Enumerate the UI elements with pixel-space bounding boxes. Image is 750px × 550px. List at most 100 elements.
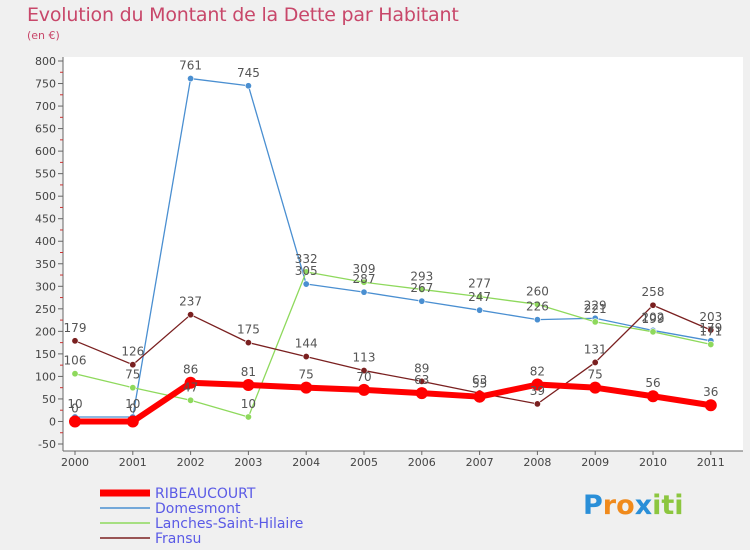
data-point-domesmont: [476, 306, 484, 314]
data-point-fransu: [187, 311, 195, 319]
y-tick-label: 100: [35, 370, 56, 383]
data-label-ribeaucourt: 0: [71, 401, 79, 415]
data-point-fransu: [591, 358, 599, 366]
data-label-domesmont: 229: [584, 298, 607, 312]
data-point-ribeaucourt: [184, 376, 197, 389]
logo-letter: r: [602, 490, 617, 521]
data-label-fransu: 113: [353, 351, 376, 365]
data-label-lanches-saint-hilaire: 260: [526, 284, 549, 298]
data-label-lanches-saint-hilaire: 332: [295, 252, 318, 266]
data-point-lanches-saint-hilaire: [418, 285, 426, 293]
data-label-ribeaucourt: 55: [472, 377, 487, 391]
y-tick-label: 700: [35, 100, 56, 113]
y-tick-label: 400: [35, 235, 56, 248]
data-label-domesmont: 287: [353, 272, 376, 286]
data-point-lanches-saint-hilaire: [591, 318, 599, 326]
data-point-lanches-saint-hilaire: [476, 293, 484, 301]
chart-title: Evolution du Montant de la Dette par Hab…: [27, 4, 459, 26]
y-tick-label: 150: [35, 348, 56, 361]
data-point-ribeaucourt: [358, 383, 370, 396]
series-line-fransu: [74, 304, 712, 405]
data-point-ribeaucourt: [126, 415, 139, 428]
chart-subtitle: (en €): [27, 29, 60, 42]
y-tick-label: 750: [35, 78, 56, 91]
data-label-ribeaucourt: 36: [703, 385, 718, 399]
data-point-domesmont: [418, 297, 426, 305]
data-label-lanches-saint-hilaire: 171: [699, 324, 722, 338]
data-label-domesmont: 10: [125, 397, 140, 411]
data-label-fransu: 39: [530, 384, 545, 398]
data-point-lanches-saint-hilaire: [360, 278, 368, 286]
data-point-fransu: [418, 377, 426, 385]
data-label-domesmont: 202: [642, 310, 665, 324]
logo-letter: P: [583, 490, 603, 521]
data-point-fransu: [302, 353, 310, 361]
data-label-ribeaucourt: 56: [645, 376, 660, 390]
logo-letter: i: [652, 490, 662, 521]
data-point-ribeaucourt: [531, 378, 544, 391]
data-point-ribeaucourt: [589, 381, 602, 394]
legend-entry-label: Fransu: [155, 531, 201, 547]
data-label-domesmont: 247: [468, 290, 491, 304]
logo-letter: t: [661, 490, 675, 521]
legend-entry-label: RIBEAUCOURT: [155, 486, 256, 502]
data-point-lanches-saint-hilaire: [187, 396, 195, 404]
x-tick-label: 2009: [581, 456, 609, 469]
data-label-lanches-saint-hilaire: 221: [584, 302, 607, 316]
data-label-ribeaucourt: 0: [129, 401, 137, 415]
data-label-fransu: 144: [295, 337, 318, 351]
data-point-ribeaucourt: [242, 378, 255, 391]
data-point-domesmont: [187, 75, 195, 83]
series-line-ribeaucourt: [75, 379, 712, 425]
x-tick-label: 2003: [234, 456, 262, 469]
legend-entry-label: Lanches-Saint-Hilaire: [155, 516, 303, 532]
x-tick-label: 2007: [466, 456, 494, 469]
y-tick-label: 650: [35, 123, 56, 136]
data-point-ribeaucourt: [69, 415, 81, 428]
data-point-lanches-saint-hilaire: [649, 328, 657, 336]
logo-letter: o: [616, 490, 635, 521]
x-tick-label: 2000: [61, 456, 89, 469]
data-point-lanches-saint-hilaire: [707, 340, 715, 348]
y-tick-label: 250: [35, 303, 56, 316]
data-label-ribeaucourt: 75: [588, 368, 603, 382]
data-label-lanches-saint-hilaire: 106: [64, 354, 87, 368]
y-tick-label: 200: [35, 325, 56, 338]
data-label-fransu: 89: [414, 361, 429, 375]
proxiti-logo: Proxiti: [583, 490, 684, 521]
data-label-fransu: 203: [699, 310, 722, 324]
data-label-domesmont: 745: [237, 66, 260, 80]
y-tick-label: -50: [38, 438, 56, 451]
data-point-lanches-saint-hilaire: [129, 384, 137, 392]
data-label-lanches-saint-hilaire: 277: [468, 277, 491, 291]
y-tick-label: 300: [35, 280, 56, 293]
x-tick-label: 2010: [639, 456, 667, 469]
data-label-fransu: 258: [642, 285, 665, 299]
data-label-ribeaucourt: 63: [414, 373, 429, 387]
data-point-fransu: [649, 301, 657, 309]
data-label-ribeaucourt: 81: [241, 365, 256, 379]
data-label-ribeaucourt: 86: [183, 363, 198, 377]
y-tick-label: 450: [35, 213, 56, 226]
data-point-domesmont: [302, 280, 310, 288]
data-label-fransu: 175: [237, 323, 260, 337]
data-point-fransu: [533, 400, 541, 408]
series-line-lanches-saint-hilaire: [74, 271, 711, 418]
data-point-ribeaucourt: [704, 399, 717, 412]
data-label-domesmont: 761: [179, 59, 202, 73]
y-tick-label: 0: [49, 415, 56, 428]
data-label-lanches-saint-hilaire: 47: [183, 380, 198, 394]
x-tick-label: 2011: [697, 456, 725, 469]
data-point-lanches-saint-hilaire: [244, 413, 252, 421]
data-label-lanches-saint-hilaire: 75: [125, 368, 140, 382]
data-label-lanches-saint-hilaire: 293: [410, 269, 433, 283]
data-label-domesmont: 267: [410, 281, 433, 295]
series-line-domesmont: [75, 77, 711, 418]
data-label-lanches-saint-hilaire: 10: [241, 397, 256, 411]
data-label-ribeaucourt: 70: [356, 370, 371, 384]
data-label-fransu: 237: [179, 295, 202, 309]
data-point-ribeaucourt: [415, 387, 428, 400]
data-point-domesmont: [244, 82, 252, 90]
